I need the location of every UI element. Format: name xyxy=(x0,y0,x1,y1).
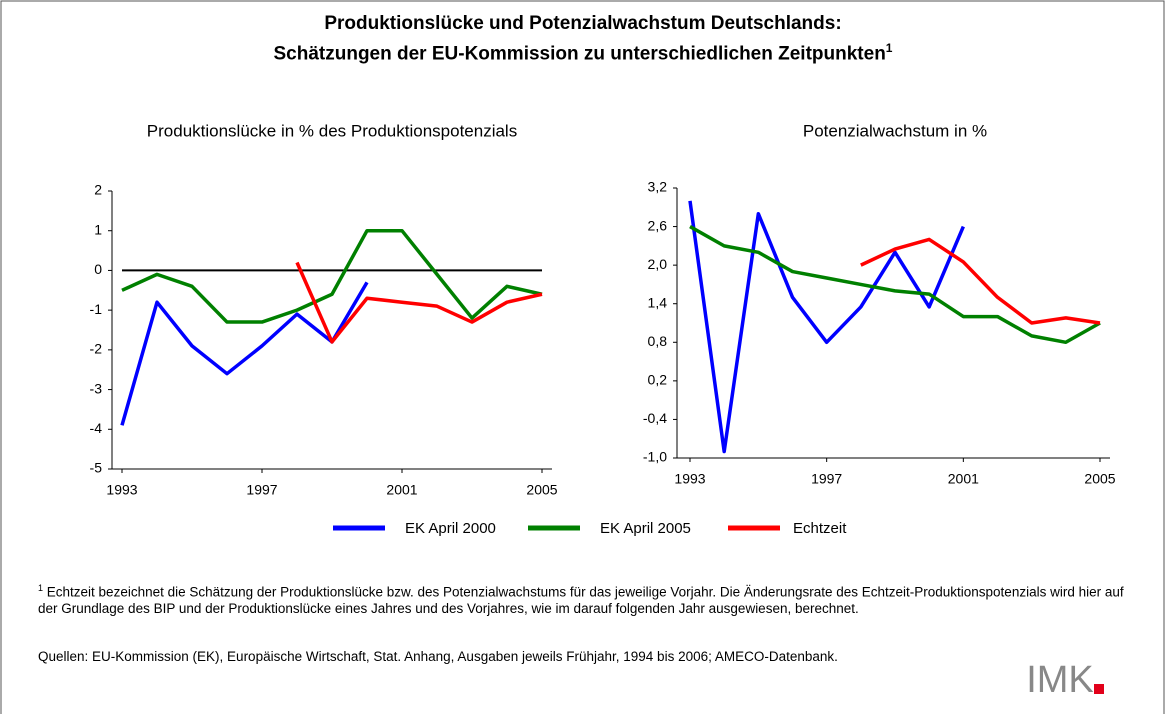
y-tick-label: -1 xyxy=(90,301,103,317)
x-tick-label: 1997 xyxy=(246,482,277,498)
chart-title: Potenzialwachstum in % xyxy=(803,121,987,140)
series-line xyxy=(689,225,1101,345)
y-tick-label: -2 xyxy=(90,341,103,357)
y-tick-label: 2,0 xyxy=(648,256,668,272)
logo: IMK xyxy=(1026,659,1094,701)
legend-text: Echtzeit xyxy=(793,520,847,537)
series-line xyxy=(688,200,965,454)
y-tick-label: 2,6 xyxy=(648,217,668,233)
y-tick-label: -3 xyxy=(90,380,103,396)
x-tick-label: 1993 xyxy=(106,482,137,498)
y-tick-label: -4 xyxy=(90,420,103,436)
y-tick-label: -0,4 xyxy=(643,410,667,426)
legend-text: EK April 2005 xyxy=(600,520,691,537)
y-tick-label: 0 xyxy=(94,261,102,277)
footnote-marker: 1 xyxy=(38,583,44,593)
x-tick-label: 1993 xyxy=(674,471,705,487)
y-tick-label: 0,2 xyxy=(648,372,668,388)
title-line: Produktionslücke und Potenzialwachstum D… xyxy=(324,13,842,34)
x-tick-label: 2005 xyxy=(526,482,557,498)
footnote: 1 Echtzeit bezeichnet die Schätzung der … xyxy=(38,580,1143,617)
y-tick-label: 2 xyxy=(94,182,102,198)
series-line xyxy=(860,237,1101,325)
title: Produktionslücke und Potenzialwachstum D… xyxy=(0,12,1166,66)
title-line: Schätzungen der EU-Kommission zu untersc… xyxy=(0,36,1166,66)
x-tick-label: 1997 xyxy=(811,471,842,487)
source: Quellen: EU-Kommission (EK), Europäische… xyxy=(38,649,838,664)
y-tick-label: -5 xyxy=(90,460,103,476)
series-line xyxy=(120,281,369,426)
series-line xyxy=(121,228,543,324)
series-line xyxy=(295,261,543,344)
chart-title: Produktionslücke in % des Produktionspot… xyxy=(147,121,517,140)
y-tick-label: 3,2 xyxy=(648,179,668,195)
legend-text: EK April 2000 xyxy=(405,520,496,537)
y-tick-label: 0,8 xyxy=(648,333,668,349)
logo-dot xyxy=(1094,684,1104,694)
title-line: Schätzungen der EU-Kommission zu untersc… xyxy=(273,43,886,65)
x-tick-label: 2001 xyxy=(948,471,979,487)
title-note: 1 xyxy=(885,41,893,55)
footnote-text: Echtzeit bezeichnet die Schätzung der Pr… xyxy=(38,584,1124,616)
y-tick-label: 1,4 xyxy=(648,294,668,310)
y-tick-label: 1 xyxy=(94,221,102,237)
x-tick-label: 2005 xyxy=(1084,471,1115,487)
x-tick-label: 2001 xyxy=(386,482,417,498)
y-tick-label: -1,0 xyxy=(643,449,667,465)
